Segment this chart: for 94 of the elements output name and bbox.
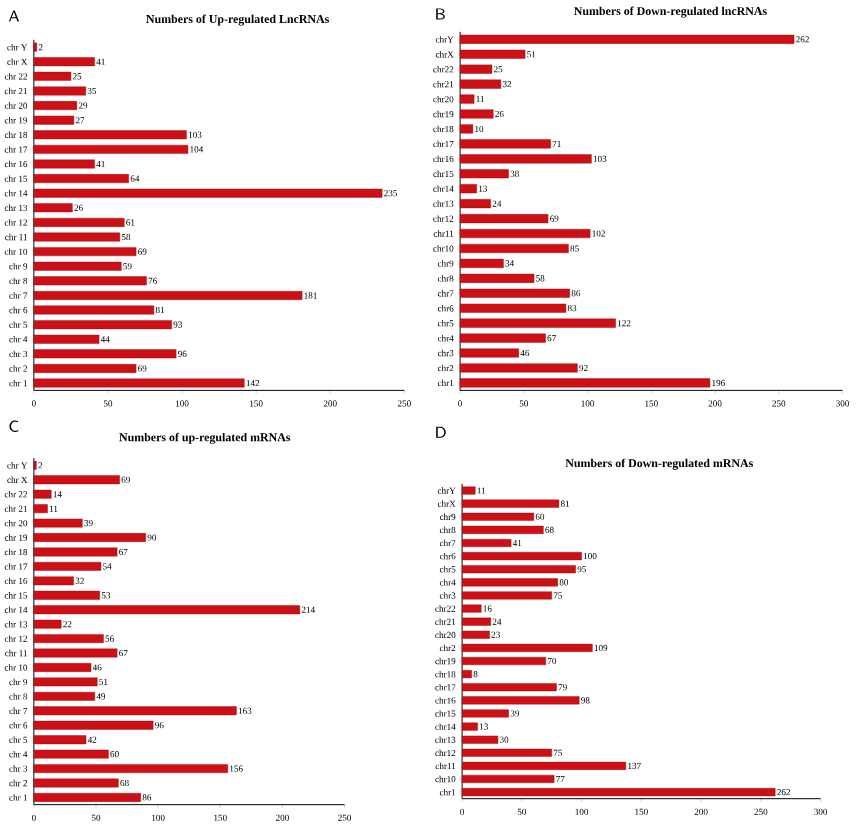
bar xyxy=(33,677,98,687)
bar xyxy=(461,526,544,535)
bar xyxy=(33,562,102,572)
bar xyxy=(33,504,48,514)
bar xyxy=(459,318,616,328)
bar xyxy=(461,696,580,705)
bar xyxy=(33,533,146,543)
bar xyxy=(459,363,578,373)
bar xyxy=(461,722,478,731)
bar xyxy=(459,333,546,343)
bar xyxy=(33,320,172,330)
bar xyxy=(33,490,52,499)
bar xyxy=(33,605,301,615)
bar xyxy=(461,604,482,613)
bar xyxy=(461,749,552,758)
bar xyxy=(459,64,493,75)
bar xyxy=(33,218,125,228)
bar xyxy=(459,259,504,269)
bar xyxy=(461,591,552,600)
bar xyxy=(33,349,177,359)
bar xyxy=(461,670,472,679)
bar xyxy=(33,189,383,198)
bar xyxy=(33,291,303,301)
bar xyxy=(33,174,129,184)
bar xyxy=(461,578,558,587)
bar xyxy=(33,547,118,557)
bar xyxy=(33,576,74,586)
bar xyxy=(33,750,109,759)
bar xyxy=(33,764,228,774)
bar xyxy=(459,139,551,149)
bar xyxy=(33,57,95,67)
bar xyxy=(33,634,104,644)
bar xyxy=(33,591,100,600)
bar xyxy=(459,169,509,179)
bar xyxy=(33,663,92,673)
bar xyxy=(33,793,141,803)
bar xyxy=(459,35,795,45)
bar xyxy=(33,378,245,388)
bar xyxy=(33,305,155,315)
bar xyxy=(461,539,512,548)
bar xyxy=(33,203,73,213)
bar xyxy=(33,735,87,745)
bar xyxy=(461,565,576,574)
bar xyxy=(459,348,519,358)
bar xyxy=(33,648,118,658)
bar xyxy=(33,232,121,242)
bar xyxy=(33,247,137,257)
bar xyxy=(33,130,187,140)
bar xyxy=(461,513,535,522)
bar xyxy=(459,124,474,134)
bar xyxy=(461,775,555,784)
bar xyxy=(33,335,100,344)
bar xyxy=(461,762,627,771)
bar xyxy=(33,101,78,111)
bar xyxy=(461,486,476,495)
bar xyxy=(459,378,711,388)
bar xyxy=(33,364,137,374)
bar xyxy=(461,499,560,508)
bar xyxy=(33,145,189,155)
bar xyxy=(33,620,62,629)
bar xyxy=(459,214,549,224)
bar xyxy=(459,289,570,299)
bar xyxy=(461,788,776,797)
bar xyxy=(33,262,122,271)
bar xyxy=(33,276,147,286)
bar xyxy=(33,159,95,169)
bar xyxy=(461,644,593,653)
bar xyxy=(461,617,491,626)
bar xyxy=(33,116,75,125)
bar xyxy=(461,709,509,718)
bar xyxy=(33,518,83,528)
bar xyxy=(461,735,499,744)
bar xyxy=(461,683,557,692)
bar xyxy=(33,72,72,82)
bar xyxy=(33,778,119,788)
bar xyxy=(459,199,491,209)
bar xyxy=(459,184,477,194)
bar xyxy=(33,721,154,730)
bar xyxy=(459,229,591,239)
bar xyxy=(459,274,535,284)
bar xyxy=(461,657,546,666)
bar xyxy=(459,303,567,314)
bar xyxy=(459,50,526,60)
bar xyxy=(459,94,475,104)
bar xyxy=(461,631,490,640)
bar xyxy=(33,692,95,702)
bar xyxy=(459,154,592,164)
bar xyxy=(459,79,502,89)
bar xyxy=(461,552,582,561)
bar xyxy=(459,244,569,254)
bar xyxy=(459,109,494,119)
bar xyxy=(33,706,237,716)
bar xyxy=(33,86,86,96)
bar xyxy=(33,475,120,485)
